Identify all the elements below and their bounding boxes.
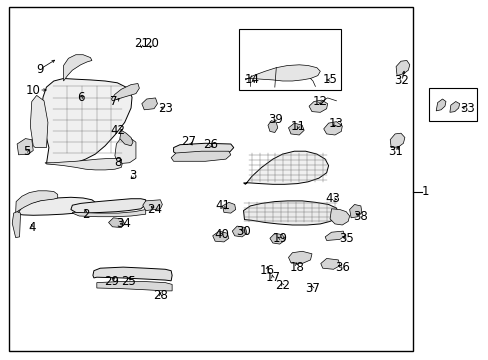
Polygon shape bbox=[71, 199, 145, 213]
Text: 11: 11 bbox=[290, 120, 305, 133]
Text: 18: 18 bbox=[289, 261, 304, 274]
Text: 19: 19 bbox=[272, 232, 287, 245]
Text: 1: 1 bbox=[420, 185, 428, 198]
Text: 16: 16 bbox=[259, 264, 274, 277]
Text: 2: 2 bbox=[81, 208, 89, 221]
Text: 8: 8 bbox=[114, 156, 122, 169]
Polygon shape bbox=[323, 122, 342, 135]
Polygon shape bbox=[288, 251, 311, 264]
Polygon shape bbox=[173, 143, 233, 154]
Bar bbox=[428, 88, 476, 121]
Polygon shape bbox=[97, 282, 172, 291]
Polygon shape bbox=[120, 130, 133, 146]
Text: 33: 33 bbox=[459, 102, 474, 115]
Polygon shape bbox=[108, 218, 124, 228]
Text: 40: 40 bbox=[214, 228, 228, 241]
Polygon shape bbox=[329, 209, 349, 225]
Polygon shape bbox=[17, 139, 33, 155]
Polygon shape bbox=[41, 78, 132, 164]
Text: 29: 29 bbox=[104, 275, 119, 288]
Polygon shape bbox=[232, 226, 246, 237]
Polygon shape bbox=[245, 65, 320, 81]
Polygon shape bbox=[212, 231, 228, 242]
Polygon shape bbox=[308, 100, 327, 112]
Polygon shape bbox=[63, 55, 92, 81]
Text: 41: 41 bbox=[215, 199, 230, 212]
Text: 22: 22 bbox=[275, 279, 289, 292]
Text: 31: 31 bbox=[387, 145, 402, 158]
Text: 43: 43 bbox=[325, 192, 339, 205]
Text: 23: 23 bbox=[158, 102, 172, 115]
Text: 14: 14 bbox=[244, 73, 259, 86]
Text: 13: 13 bbox=[328, 117, 343, 130]
Text: 12: 12 bbox=[312, 95, 326, 108]
Polygon shape bbox=[16, 191, 58, 213]
Text: 3: 3 bbox=[129, 169, 137, 182]
Polygon shape bbox=[395, 60, 409, 76]
Text: 5: 5 bbox=[23, 145, 31, 158]
Text: 24: 24 bbox=[147, 203, 162, 216]
Bar bbox=[238, 29, 341, 90]
Text: 38: 38 bbox=[353, 210, 367, 223]
Polygon shape bbox=[142, 98, 157, 110]
Text: 21: 21 bbox=[134, 37, 149, 50]
Polygon shape bbox=[72, 210, 145, 217]
Bar bbox=[9, 7, 412, 351]
Polygon shape bbox=[389, 133, 404, 148]
Text: 35: 35 bbox=[338, 232, 353, 245]
Polygon shape bbox=[243, 151, 328, 184]
Text: 15: 15 bbox=[322, 73, 337, 86]
Text: 32: 32 bbox=[394, 75, 408, 87]
Polygon shape bbox=[93, 267, 172, 281]
Polygon shape bbox=[243, 201, 338, 225]
Polygon shape bbox=[45, 158, 122, 170]
Text: 7: 7 bbox=[109, 95, 117, 108]
Polygon shape bbox=[115, 138, 136, 164]
Text: 25: 25 bbox=[121, 275, 135, 288]
Polygon shape bbox=[142, 200, 162, 211]
Polygon shape bbox=[349, 204, 361, 218]
Polygon shape bbox=[267, 121, 277, 132]
Polygon shape bbox=[325, 231, 344, 240]
Text: 30: 30 bbox=[236, 225, 250, 238]
Polygon shape bbox=[269, 233, 284, 244]
Text: 10: 10 bbox=[25, 84, 40, 96]
Text: 37: 37 bbox=[305, 282, 320, 295]
Polygon shape bbox=[171, 151, 230, 161]
Polygon shape bbox=[435, 99, 445, 111]
Text: 26: 26 bbox=[203, 138, 217, 151]
Text: 34: 34 bbox=[116, 217, 130, 230]
Polygon shape bbox=[30, 95, 48, 148]
Polygon shape bbox=[449, 102, 459, 112]
Polygon shape bbox=[320, 258, 339, 269]
Text: 20: 20 bbox=[144, 37, 159, 50]
Polygon shape bbox=[222, 202, 235, 213]
Text: 27: 27 bbox=[181, 135, 196, 148]
Text: 42: 42 bbox=[111, 124, 125, 137]
Text: 17: 17 bbox=[265, 271, 280, 284]
Polygon shape bbox=[288, 123, 304, 135]
Polygon shape bbox=[16, 197, 95, 215]
Text: 4: 4 bbox=[28, 221, 36, 234]
Polygon shape bbox=[12, 212, 20, 238]
Text: 39: 39 bbox=[267, 113, 282, 126]
Text: 9: 9 bbox=[36, 63, 44, 76]
Text: 6: 6 bbox=[77, 91, 85, 104]
Polygon shape bbox=[111, 84, 139, 101]
Text: 36: 36 bbox=[334, 261, 349, 274]
Text: 28: 28 bbox=[153, 289, 167, 302]
